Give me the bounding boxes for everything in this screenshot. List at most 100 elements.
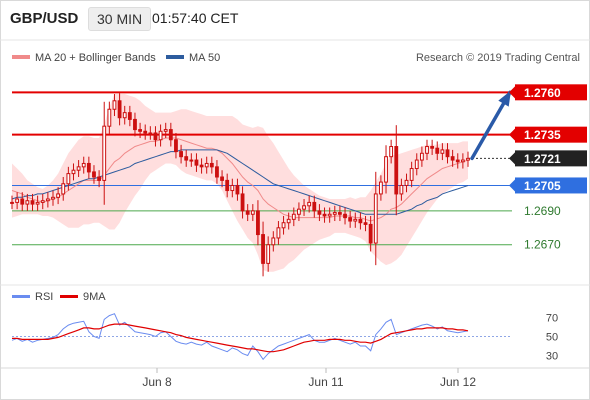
candle — [332, 205, 337, 222]
time-axis: Jun 8 Jun 11 Jun 12 — [142, 368, 476, 389]
candle — [163, 122, 168, 139]
rsi-tick-50: 50 — [546, 332, 558, 344]
timeframe-selector[interactable]: 30 MIN — [88, 7, 152, 31]
candle-body — [317, 210, 322, 215]
candle — [225, 173, 230, 198]
candle — [81, 156, 86, 174]
candle — [363, 215, 368, 232]
candle — [204, 156, 209, 174]
rsi-ma-legend-label: 9MA — [83, 291, 106, 303]
ma20-line — [11, 137, 469, 222]
candle-body — [15, 198, 20, 203]
candle-body — [297, 208, 301, 215]
candle — [215, 160, 219, 184]
candle — [148, 126, 153, 140]
candle — [56, 187, 61, 205]
rsi-legend-label: RSI — [35, 291, 53, 303]
candle-body — [127, 112, 132, 120]
candle-body — [445, 149, 450, 158]
ma20-legend-swatch — [12, 55, 30, 59]
candle — [414, 153, 419, 176]
price-tag-pointer-1.2735 — [509, 128, 515, 141]
price-tag-pointer-1.2705 — [509, 179, 515, 192]
current-time: 01:57:40 CET — [152, 10, 239, 26]
candle-body — [51, 196, 55, 200]
candle — [194, 153, 199, 172]
candle — [435, 141, 440, 161]
price-panel: 1.2760 1.2735 1.2721 1.2705 1.2690 1.2670 — [10, 84, 587, 277]
candle — [189, 153, 194, 167]
support-label-1.2670: 1.2670 — [524, 238, 561, 252]
candle — [312, 195, 317, 218]
ma20-legend-label: MA 20 + Bollinger Bands — [35, 52, 156, 64]
candle-body — [40, 200, 45, 203]
price-tag-bg-1.2705 — [515, 177, 587, 194]
candle-body — [158, 130, 163, 141]
price-tag-1.2721: 1.2721 — [524, 152, 561, 166]
candle — [358, 212, 363, 230]
rsi-panel: 70 50 30 — [11, 313, 558, 363]
candle-body — [363, 222, 368, 225]
candle — [107, 101, 112, 134]
candle — [92, 165, 96, 184]
candle-body — [184, 156, 189, 161]
rsi-tick-70: 70 — [546, 313, 558, 325]
candle — [235, 178, 240, 201]
rsi-ma-legend-swatch — [60, 295, 78, 298]
candle — [327, 207, 332, 223]
candle-body — [230, 184, 235, 192]
candle-body — [266, 244, 271, 264]
candle — [378, 175, 383, 201]
candle — [373, 171, 378, 266]
candle-body — [409, 168, 414, 181]
price-tag-bg-1.2735 — [515, 126, 587, 143]
candle-body — [189, 159, 194, 162]
candle-body — [250, 210, 255, 215]
candle-body — [343, 213, 347, 219]
candle — [15, 192, 20, 210]
candle-body — [455, 159, 460, 163]
price-tag-1.2735: 1.2735 — [524, 128, 561, 142]
candle-body — [245, 210, 250, 215]
candle-body — [389, 146, 394, 158]
candle-body — [235, 184, 240, 195]
candle-body — [450, 156, 455, 161]
candle — [112, 94, 117, 117]
candle — [117, 93, 122, 126]
candle-body — [358, 218, 363, 224]
candle — [127, 105, 132, 127]
x-tick-label-0: Jun 8 — [142, 375, 172, 389]
candle — [71, 163, 76, 181]
candle-body — [20, 198, 25, 205]
candle-body — [261, 234, 265, 264]
candle-body — [107, 108, 112, 127]
candle — [430, 139, 435, 155]
rsi-line — [11, 313, 469, 361]
candle — [343, 207, 347, 225]
candle-body — [56, 193, 61, 198]
candle-body — [168, 129, 173, 141]
candle — [276, 221, 281, 245]
candle-body — [338, 212, 342, 215]
candle-body — [35, 201, 40, 205]
price-tag-1.2760: 1.2760 — [524, 86, 561, 100]
candle-body — [435, 147, 440, 154]
candle — [384, 145, 388, 194]
price-tag-pointer-1.2721 — [509, 152, 515, 165]
candle-body — [404, 179, 409, 186]
candle — [30, 193, 35, 211]
candle — [97, 170, 102, 188]
candle-body — [97, 176, 102, 181]
candle — [179, 144, 183, 164]
candle — [409, 161, 414, 188]
candle — [338, 205, 342, 222]
candle — [466, 151, 470, 167]
candle — [261, 221, 265, 277]
candle — [399, 178, 404, 201]
rsi-legend-swatch — [12, 295, 30, 298]
price-tag-1.2705: 1.2705 — [524, 179, 561, 193]
candle — [307, 195, 312, 213]
source-credit: Research © 2019 Trading Central — [416, 52, 580, 64]
candle — [353, 212, 358, 228]
candle-body — [204, 162, 209, 168]
